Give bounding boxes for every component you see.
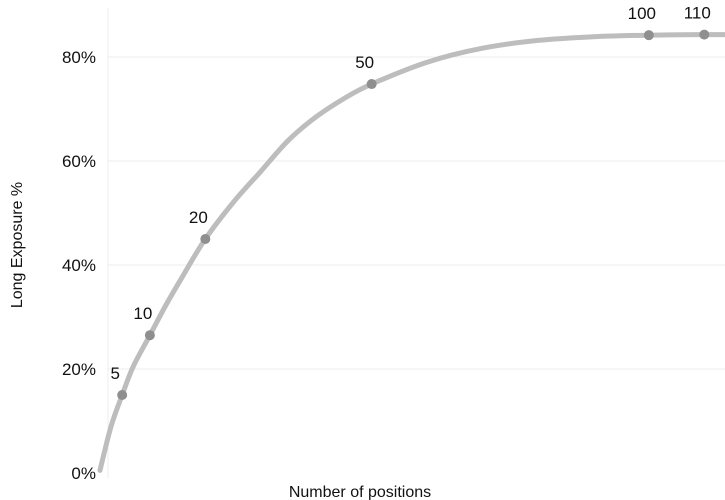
data-point-5 (117, 390, 128, 400)
x-axis-title: Number of positions (289, 484, 431, 500)
data-label-10: 10 (133, 304, 152, 323)
y-tick-label: 80% (62, 48, 96, 67)
y-tick-label: 20% (62, 360, 96, 379)
data-label-20: 20 (189, 208, 208, 227)
y-tick-label: 40% (62, 256, 96, 275)
gridlines (108, 56, 725, 370)
data-label-110: 110 (684, 4, 711, 23)
data-point-20 (200, 234, 211, 244)
data-point-110 (699, 29, 710, 40)
data-point-100 (643, 30, 654, 41)
y-tick-labels: 0% 20% 40% 60% 80% (62, 48, 96, 483)
y-tick-label: 0% (71, 464, 96, 483)
data-label-50: 50 (355, 53, 374, 72)
exposure-curve (97, 32, 725, 473)
data-labels: 5 10 20 50 100 110 (110, 4, 710, 383)
data-point-10 (144, 330, 155, 341)
data-point-50 (366, 79, 377, 90)
y-axis-title: Long Exposure % (9, 182, 26, 308)
data-label-5: 5 (110, 364, 119, 383)
y-tick-label: 60% (62, 152, 96, 171)
data-markers (117, 29, 710, 400)
data-label-100: 100 (628, 4, 656, 23)
